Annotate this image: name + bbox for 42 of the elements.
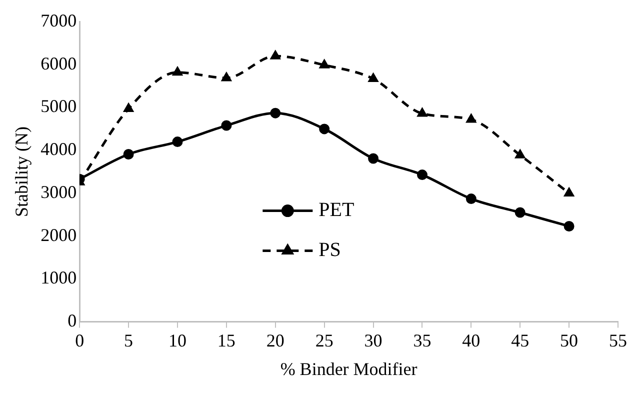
point [270, 108, 281, 118]
point [123, 148, 134, 160]
y-tick-label: 5000 [40, 96, 77, 116]
y-tick-label: 0 [68, 310, 77, 331]
legend-label: PS [318, 239, 341, 262]
point [564, 188, 574, 196]
point [418, 108, 427, 117]
y-tick-label: 4000 [40, 139, 77, 160]
point [222, 72, 232, 82]
y-axis-title: Stability (N) [12, 126, 32, 218]
x-tick-label: 35 [413, 330, 432, 350]
x-tick-label: 40 [462, 330, 480, 350]
point [466, 114, 476, 123]
x-tick-label: 55 [609, 330, 627, 350]
y-tick-label: 1000 [40, 268, 77, 288]
point [124, 104, 134, 112]
point [368, 153, 379, 164]
y-tick-label: 3000 [40, 182, 77, 202]
x-tick-label: 25 [315, 330, 334, 350]
point [320, 60, 330, 68]
point [564, 220, 574, 232]
x-tick-label: 45 [511, 330, 530, 350]
x-tick-label: 30 [364, 330, 382, 350]
x-tick-label: 20 [266, 330, 284, 350]
point [515, 150, 525, 158]
point [416, 170, 428, 180]
point [172, 136, 183, 148]
x-tick-label: 10 [168, 330, 186, 350]
x-tick-label: 5 [124, 330, 134, 350]
point [466, 194, 476, 204]
point [172, 67, 182, 76]
x-tick-label: 15 [217, 330, 236, 350]
x-tick-label: 50 [560, 330, 578, 350]
y-tick-label: 7000 [40, 10, 77, 31]
point [514, 207, 526, 218]
point [319, 124, 330, 134]
y-tick-label: 6000 [40, 53, 77, 74]
y-tick-label: 2000 [40, 224, 77, 245]
point [270, 50, 280, 60]
x-axis-title: % Binder Modifier [280, 358, 418, 379]
legend-label: PET [318, 199, 354, 222]
point [221, 120, 232, 131]
